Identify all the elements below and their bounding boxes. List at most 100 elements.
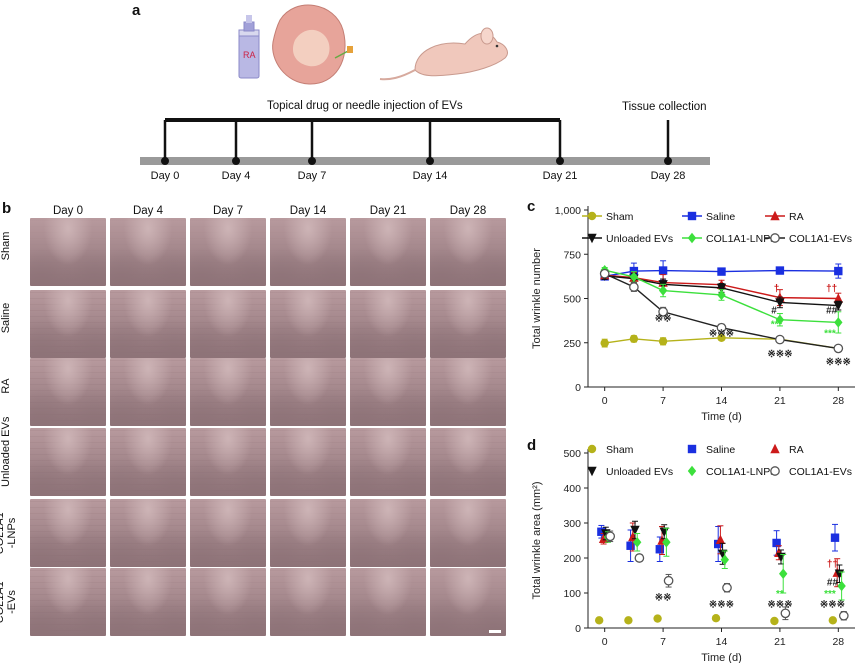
x-tick-label: 21 <box>774 395 786 407</box>
photo-row-label-text: -EVs <box>6 590 18 614</box>
mouse-skin-photo <box>30 568 106 636</box>
mouse-skin-photo <box>430 568 506 636</box>
mouse-skin-photo <box>190 358 266 426</box>
data-point <box>653 614 662 623</box>
y-tick-label: 400 <box>563 483 581 495</box>
mouse-skin-photo <box>430 428 506 496</box>
series-line <box>604 269 839 278</box>
x-tick-label: 28 <box>832 636 844 648</box>
legend-label: Sham <box>606 444 634 456</box>
significance-annotation: # <box>771 306 777 317</box>
x-tick-label: 21 <box>774 636 786 648</box>
legend-label: RA <box>789 211 804 223</box>
y-tick-label: 500 <box>563 294 581 306</box>
legend-marker <box>587 233 597 244</box>
y-tick-label: 0 <box>575 623 581 635</box>
mouse-skin-photo <box>110 290 186 358</box>
mouse-skin-photo <box>430 499 506 567</box>
mouse-skin-photo <box>270 290 346 358</box>
data-point <box>658 337 668 346</box>
y-tick-label: 0 <box>575 382 581 394</box>
legend-item: Sham <box>582 211 634 223</box>
series-unloaded-evs <box>601 520 845 583</box>
significance-annotation: ※※ <box>655 314 672 325</box>
photo-row-label-text: Saline <box>0 302 12 334</box>
series-line <box>604 273 839 350</box>
legend-marker <box>770 233 780 243</box>
legend-label: COL1A1-LNPs <box>706 233 775 245</box>
series-col1a1-evs <box>599 268 844 354</box>
panel-c-letter: c <box>527 198 536 215</box>
chart-wrinkle-area: 0 100 200 300 400 500 0 7 14 21 28 Time (d) Total wr… <box>531 443 855 663</box>
photo-row-label-text: -LNPs <box>6 517 18 549</box>
data-point <box>626 541 635 550</box>
data-point <box>775 266 785 275</box>
data-point <box>775 334 785 345</box>
mouse-skin-photo <box>190 428 266 496</box>
timeline-label-day-28: Day 28 <box>650 170 686 182</box>
tissue-collection-note: Tissue collection <box>622 101 707 113</box>
significance-annotation: ## <box>827 577 839 588</box>
significance-annotation: ※※※ <box>826 357 851 368</box>
legend-item: Saline <box>687 444 735 456</box>
timeline-label-day-4: Day 4 <box>221 170 251 182</box>
legend-item: Unloaded EVs <box>587 466 673 478</box>
photo-row-label-text: Unloaded EVs <box>0 416 12 487</box>
data-point <box>830 533 840 542</box>
data-point <box>629 334 639 344</box>
x-tick-label: 28 <box>832 395 844 407</box>
legend-item: Unloaded EVs <box>582 233 673 245</box>
x-axis-label: Time (d) <box>701 652 742 663</box>
scale-bar <box>489 630 501 633</box>
data-point <box>634 553 645 563</box>
mouse-skin-photo <box>350 290 426 358</box>
data-point <box>655 545 664 554</box>
y-tick-label: 100 <box>563 588 581 600</box>
data-point <box>658 306 668 317</box>
mouse-skin-photo <box>190 290 266 358</box>
photo-column-header: Day 4 <box>132 205 164 217</box>
legend-label: Saline <box>706 444 735 456</box>
series-col1a1-evs <box>605 530 849 621</box>
photo-row-label: Saline <box>0 287 12 349</box>
significance-annotation: ※※※ <box>709 329 734 340</box>
data-point <box>828 616 838 625</box>
data-point <box>770 616 779 626</box>
mouse-skin-photo <box>190 568 266 636</box>
photo-row-label: COL1A1 -LNPs <box>0 502 18 564</box>
series-col1a1-lnps <box>600 264 843 334</box>
mouse-skin-photo <box>350 499 426 567</box>
mouse-icon <box>379 27 508 81</box>
significance-annotation: *** <box>824 329 836 340</box>
mouse-skin-photo <box>30 358 106 426</box>
data-point <box>772 538 781 548</box>
data-point <box>629 271 639 283</box>
legend-label: COL1A1-EVs <box>789 233 852 245</box>
data-point <box>630 525 640 536</box>
data-point <box>716 322 727 333</box>
data-point <box>663 575 674 586</box>
timeline-bar <box>140 157 710 165</box>
legend-marker <box>587 466 597 477</box>
mouse-skin-photo <box>430 218 506 286</box>
data-point <box>598 533 609 543</box>
legend-marker <box>687 232 697 244</box>
mouse-skin-photo <box>270 428 346 496</box>
significance-annotation: ## <box>826 306 838 317</box>
data-point <box>658 266 668 275</box>
legend-item: RA <box>770 443 804 456</box>
photo-column-header: Day 0 <box>52 205 84 217</box>
x-tick-label: 7 <box>660 636 666 648</box>
mouse-skin-photo <box>270 499 346 567</box>
panel-b-letter: b <box>2 200 12 217</box>
timeline-label-day-0: Day 0 <box>150 170 180 182</box>
x-tick-label: 0 <box>602 395 608 407</box>
series-sham <box>594 614 838 626</box>
cream-tube-icon: RA <box>238 15 260 79</box>
data-point <box>624 616 633 625</box>
legend-item: COL1A1-LNPs <box>687 465 775 478</box>
photo-column-header: Day 21 <box>369 205 407 217</box>
legend-marker <box>770 210 780 221</box>
y-tick-label: 200 <box>563 553 581 565</box>
legend-marker <box>587 211 597 221</box>
